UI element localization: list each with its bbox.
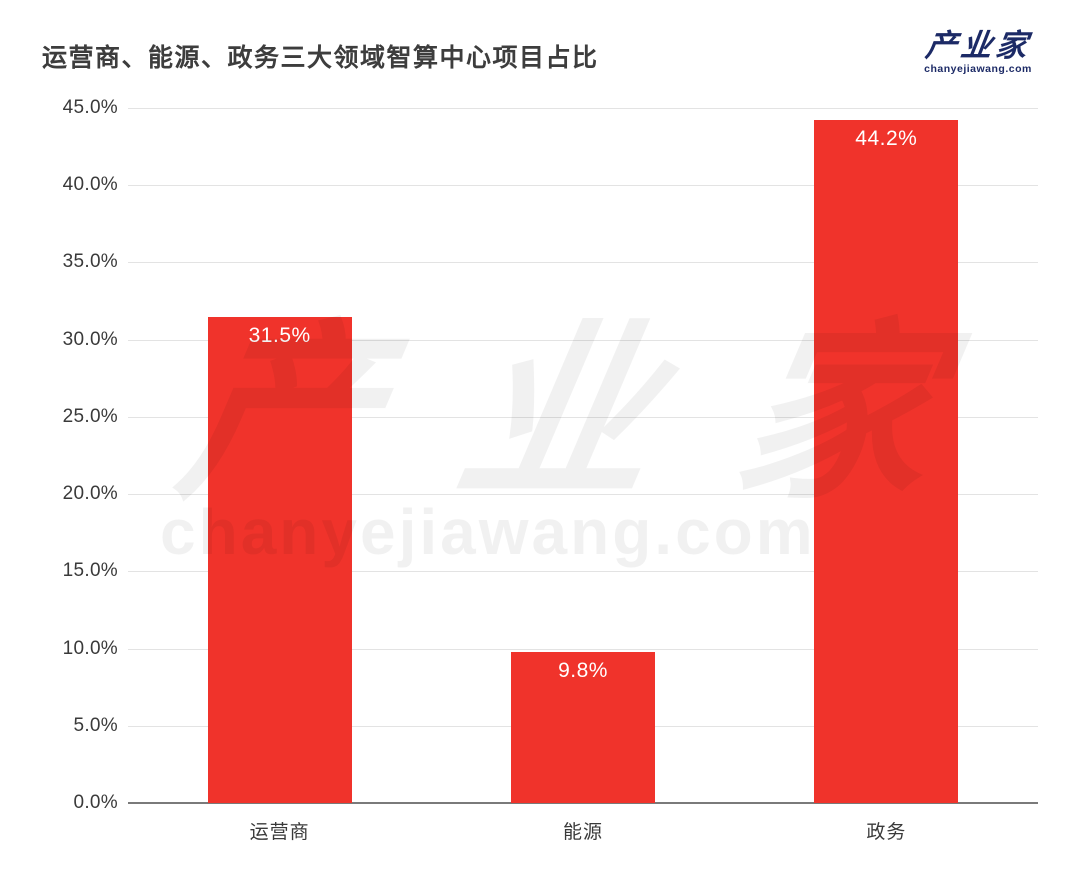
x-tick-label: 能源 — [562, 822, 604, 843]
bar-3: 44.2% — [814, 120, 959, 803]
y-tick-label: 10.0% — [62, 637, 118, 659]
gridline — [128, 108, 1038, 109]
bar-value-label: 31.5% — [248, 323, 311, 347]
x-tick-label: 政务 — [866, 822, 907, 843]
x-axis: 运营商 能源 政务 — [128, 817, 1038, 847]
brand-logo-name: 产业家 — [923, 28, 1033, 63]
bar-1: 31.5% — [207, 316, 352, 803]
y-tick-label: 25.0% — [62, 405, 118, 427]
plot-area: 31.5% 9.8% 44.2% — [128, 108, 1038, 804]
y-tick-label: 40.0% — [62, 174, 118, 196]
x-axis-baseline — [128, 802, 1038, 804]
gridline — [128, 339, 1038, 341]
x-tick-label: 运营商 — [249, 822, 310, 843]
gridline — [128, 494, 1038, 496]
brand-logo-domain: chanyejiawang.com — [924, 63, 1032, 75]
y-tick-label: 20.0% — [62, 483, 118, 505]
bar-2: 9.8% — [511, 651, 655, 803]
bar-value-label: 44.2% — [855, 127, 918, 151]
gridline — [128, 648, 1038, 650]
y-tick-label: 30.0% — [62, 328, 118, 350]
gridline — [128, 262, 1038, 264]
y-tick-label: 5.0% — [73, 714, 118, 736]
gridline — [128, 571, 1038, 573]
y-tick-label: 0.0% — [73, 792, 118, 813]
page-title: 运营商、能源、政务三大领域智算中心项目占比 — [42, 44, 599, 72]
brand-logo: 产业家 chanyejiawang.com — [902, 28, 1054, 75]
y-tick-label: 35.0% — [62, 251, 118, 273]
bar-value-label: 9.8% — [558, 658, 608, 682]
gridline — [128, 416, 1038, 418]
y-tick-label: 15.0% — [62, 560, 118, 582]
gridline — [128, 185, 1038, 187]
y-tick-label: 45.0% — [62, 97, 118, 118]
y-axis: 45.0% 40.0% 35.0% 30.0% 25.0% 20.0% 15.0% 10.0%… — [0, 97, 118, 813]
